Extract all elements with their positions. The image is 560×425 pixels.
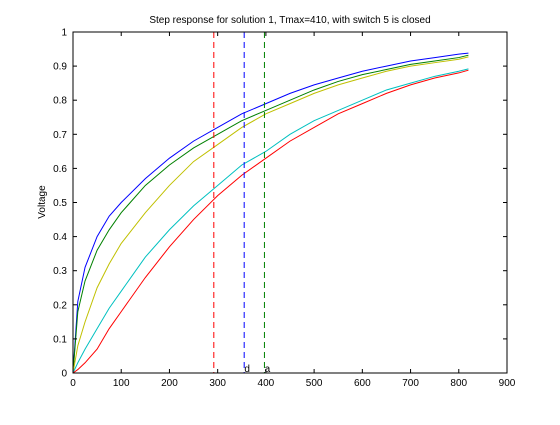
y-tick-label-0.5: 0.5 bbox=[53, 198, 67, 209]
y-tick-label-1: 1 bbox=[61, 28, 67, 39]
series-line-2 bbox=[72, 54, 469, 374]
x-tick-label-300: 300 bbox=[209, 378, 226, 389]
series-line-3 bbox=[72, 56, 469, 374]
x-tick-label-0: 0 bbox=[70, 378, 76, 389]
axes-box bbox=[72, 31, 508, 374]
y-tick-label-0.8: 0.8 bbox=[53, 96, 67, 107]
x-tick-label-900: 900 bbox=[499, 378, 516, 389]
marker-label-2: d bbox=[244, 364, 250, 375]
x-tick-label-400: 400 bbox=[258, 378, 275, 389]
x-tick-label-600: 600 bbox=[354, 378, 371, 389]
series-line-1 bbox=[72, 52, 469, 374]
y-tick-label-0.1: 0.1 bbox=[53, 334, 67, 345]
x-tick-label-500: 500 bbox=[306, 378, 323, 389]
y-axis-label: Voltage bbox=[37, 185, 48, 219]
y-tick-label-0.6: 0.6 bbox=[53, 164, 67, 175]
y-tick-label-0.4: 0.4 bbox=[53, 232, 67, 243]
x-tick-label-800: 800 bbox=[450, 378, 467, 389]
y-tick-label-0.7: 0.7 bbox=[53, 130, 67, 141]
plot-area: d a 0 100 200 300 400 500 600 700 800 900 0 0.1 0.2 0.3… bbox=[53, 28, 516, 390]
series-line-4 bbox=[72, 68, 469, 374]
x-tick-label-100: 100 bbox=[113, 378, 130, 389]
chart-title: Step response for solution 1, Tmax=410, … bbox=[149, 15, 430, 26]
y-tick-label-0.3: 0.3 bbox=[53, 266, 67, 277]
y-tick-label-0.9: 0.9 bbox=[53, 62, 67, 73]
x-tick-label-700: 700 bbox=[402, 378, 419, 389]
marker-label-3: a bbox=[265, 364, 271, 375]
y-tick-label-0: 0 bbox=[61, 369, 67, 380]
series-line-5 bbox=[72, 69, 469, 374]
x-tick-label-200: 200 bbox=[161, 378, 178, 389]
y-tick-label-0.2: 0.2 bbox=[53, 300, 67, 311]
